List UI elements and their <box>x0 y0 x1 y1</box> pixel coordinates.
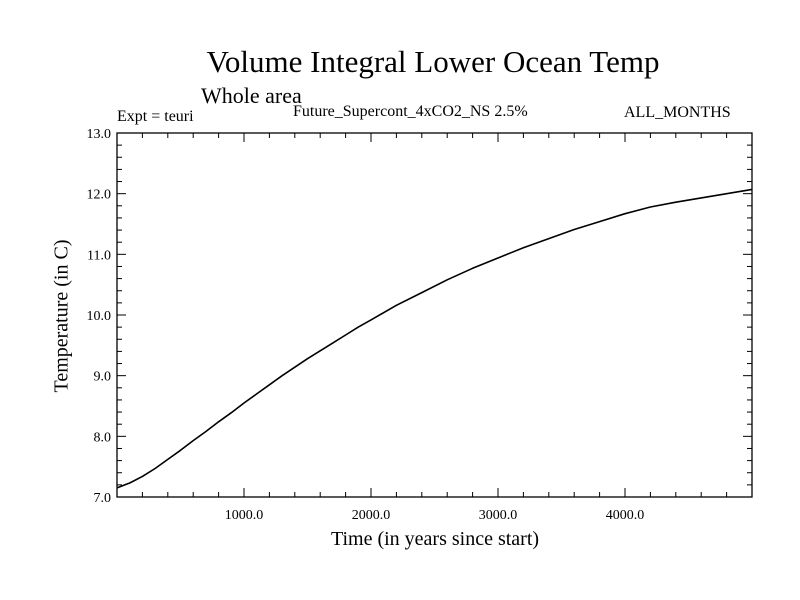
tick-labels: 1000.0 2000.0 3000.0 4000.0 7.0 8.0 9.0 10.0 11.… <box>87 127 645 523</box>
series-line <box>116 188 753 489</box>
y-tick-label: 11.0 <box>87 248 111 263</box>
chart-subtitle: Whole area <box>201 83 302 108</box>
x-tick-label: 2000.0 <box>352 508 391 523</box>
experiment-label: Expt = teuri <box>117 108 194 125</box>
x-tick-label: 4000.0 <box>606 508 645 523</box>
plot-frame <box>116 132 753 498</box>
y-tick-label: 13.0 <box>87 127 112 142</box>
x-axis-label: Time (in years since start) <box>330 528 540 550</box>
y-tick-label: 7.0 <box>94 491 112 506</box>
y-tick-label: 10.0 <box>87 309 112 324</box>
x-tick-label: 3000.0 <box>479 508 518 523</box>
series-layer <box>116 188 753 489</box>
months-label: ALL_MONTHS <box>624 104 731 121</box>
y-tick-label: 8.0 <box>94 430 112 445</box>
x-tick-label: 1000.0 <box>225 508 264 523</box>
axis-ticks <box>117 132 752 498</box>
run-name-label: Future_Supercont_4xCO2_NS 2.5% <box>293 103 528 120</box>
y-tick-label: 12.0 <box>87 188 112 203</box>
y-tick-label: 9.0 <box>94 370 112 385</box>
chart-title: Volume Integral Lower Ocean Temp <box>206 44 660 79</box>
